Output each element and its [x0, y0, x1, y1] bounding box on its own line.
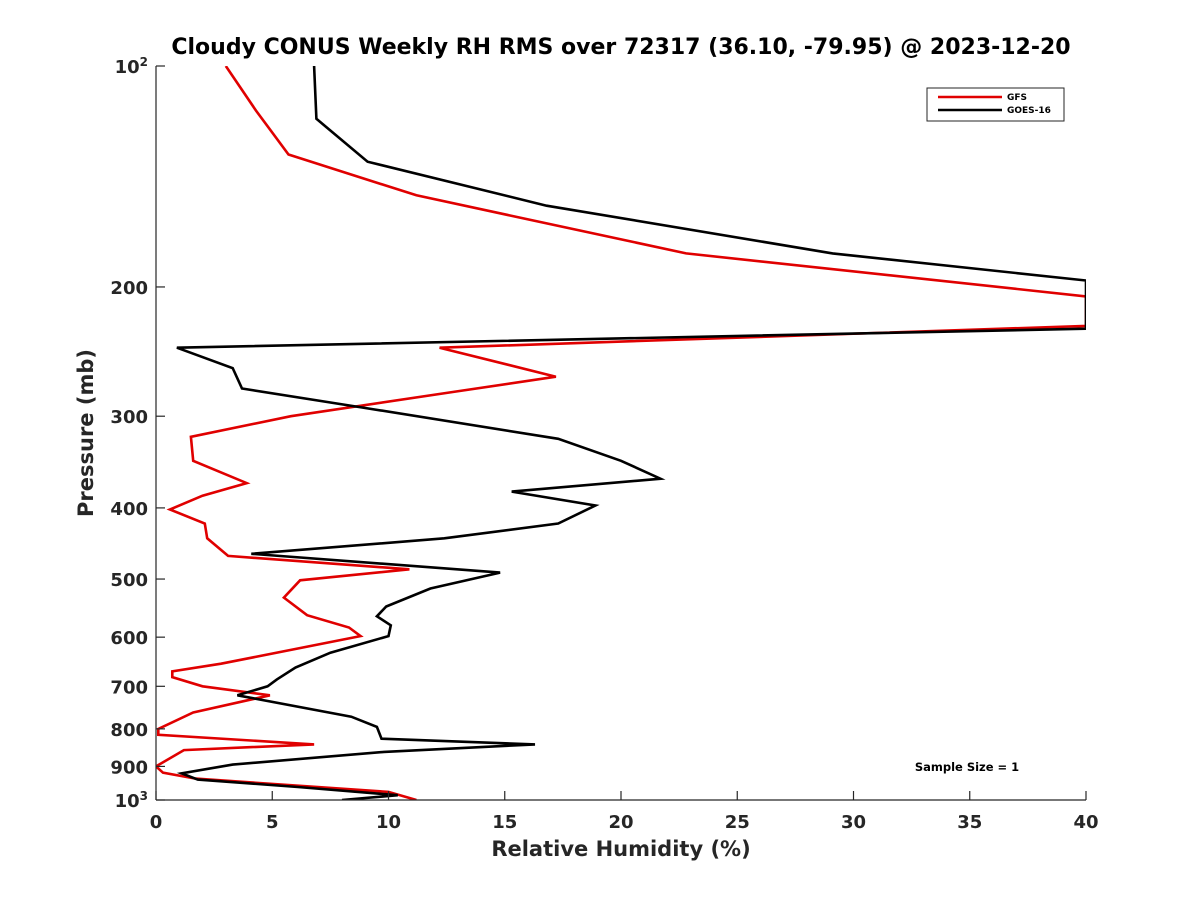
x-axis-label: Relative Humidity (%) [491, 837, 750, 861]
axes-layer: 0 5 10 15 20 25 30 35 40 102 200 300 400 500 600 700 800… [110, 55, 1098, 833]
y-tick-label: 500 [110, 570, 148, 591]
y-tick-label: 800 [110, 720, 148, 741]
legend-label: GOES-16 [1007, 106, 1051, 116]
y-tick-label: 103 [115, 789, 148, 812]
x-tick-label: 0 [150, 812, 163, 833]
series-layer [156, 66, 1086, 800]
x-tick-label: 20 [608, 812, 633, 833]
legend-box [926, 87, 1065, 122]
plot-area [156, 66, 1086, 800]
x-tick-label: 10 [376, 812, 401, 833]
x-tick-label: 30 [841, 812, 866, 833]
legend: GFS GOES-16 [926, 87, 1065, 122]
x-tick-label: 25 [725, 812, 750, 833]
y-tick-label: 900 [110, 757, 148, 778]
legend-label: GFS [1007, 93, 1027, 103]
y-tick-label: 700 [110, 677, 148, 698]
x-tick-label: 15 [492, 812, 517, 833]
x-tick-label: 40 [1073, 812, 1098, 833]
series-line-goes-16 [176, 66, 1086, 800]
y-tick-label: 300 [110, 407, 148, 428]
y-tick-label: 200 [110, 278, 148, 299]
sample-size-annotation: Sample Size = 1 [915, 760, 1019, 774]
y-tick-label: 400 [110, 499, 148, 520]
y-tick-label: 600 [110, 628, 148, 649]
chart-title: Cloudy CONUS Weekly RH RMS over 72317 (3… [171, 35, 1070, 60]
x-tick-label: 35 [957, 812, 982, 833]
x-tick-label: 5 [266, 812, 279, 833]
y-tick-label: 102 [115, 55, 148, 78]
series-line-gfs [156, 66, 1086, 800]
y-axis-label: Pressure (mb) [74, 349, 98, 517]
